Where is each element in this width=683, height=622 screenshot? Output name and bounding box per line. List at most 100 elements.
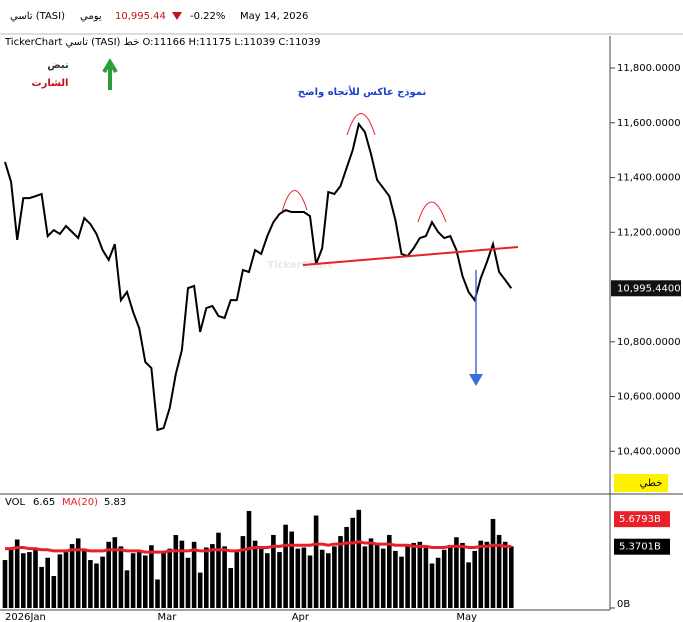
volume-bar bbox=[509, 546, 514, 608]
y-tick-label: 10,400.0000 bbox=[617, 446, 681, 457]
volume-bar bbox=[435, 557, 441, 608]
chart-info: TickerChart تاسي (TASI) خط O:11166 H:111… bbox=[4, 37, 321, 48]
volume-bar bbox=[2, 560, 8, 608]
volume-bar bbox=[100, 556, 105, 608]
vol-value: 6.65 bbox=[33, 497, 55, 508]
down-arrow bbox=[172, 12, 182, 20]
volume-bar bbox=[307, 555, 313, 608]
volume-bar bbox=[496, 534, 502, 608]
volume-bar bbox=[319, 549, 325, 608]
volume-bar bbox=[405, 545, 410, 608]
volume-bar bbox=[204, 547, 209, 608]
button[interactable] bbox=[614, 474, 668, 492]
price-line bbox=[4, 121, 513, 432]
head-arc bbox=[417, 201, 447, 223]
volume-bar bbox=[75, 538, 81, 608]
volume-bar bbox=[460, 542, 465, 608]
last-price-box bbox=[611, 280, 681, 297]
volume-bar bbox=[258, 547, 264, 608]
last-value-label: 5.6793B bbox=[619, 514, 661, 525]
volume-bar bbox=[277, 552, 282, 608]
volume-bar bbox=[490, 518, 496, 608]
volume-bar bbox=[484, 541, 490, 608]
volume-bar bbox=[417, 541, 423, 608]
logo-top: نبض bbox=[47, 60, 68, 71]
last-price-label: 10,995.4400 bbox=[617, 283, 681, 294]
volume-bar bbox=[88, 560, 93, 608]
volume-bar bbox=[185, 557, 191, 608]
volume-bar bbox=[313, 515, 319, 608]
volume-bar bbox=[82, 550, 87, 608]
volume-bar bbox=[411, 542, 416, 608]
volume-bar bbox=[51, 576, 57, 608]
volume-bar bbox=[222, 546, 227, 608]
volume-bar bbox=[136, 549, 142, 608]
volume-bar bbox=[326, 553, 331, 608]
volume-bar bbox=[350, 517, 355, 608]
volume-bar bbox=[332, 546, 337, 608]
volume-bar bbox=[387, 534, 392, 608]
y-tick-label: 10,800.0000 bbox=[617, 337, 681, 348]
head-arc bbox=[281, 190, 308, 213]
volume-bar bbox=[124, 570, 130, 608]
y-tick-label: 11,400.0000 bbox=[617, 173, 681, 184]
volume-bar bbox=[118, 546, 124, 608]
volume-bar bbox=[39, 566, 44, 608]
volume-bar bbox=[106, 541, 111, 608]
volume-bar bbox=[362, 546, 368, 608]
button-label[interactable]: خطي bbox=[640, 478, 663, 489]
volume-bar bbox=[478, 540, 484, 608]
volume-bar bbox=[252, 540, 258, 608]
volume-bar bbox=[216, 532, 221, 608]
volume-bar bbox=[441, 549, 447, 608]
volume-bar bbox=[356, 509, 362, 608]
volume-bar bbox=[167, 548, 172, 608]
volume-bar bbox=[301, 547, 307, 608]
volume-bar bbox=[173, 534, 179, 608]
volume-bar bbox=[234, 550, 240, 608]
change: -0.22% bbox=[190, 11, 225, 22]
y-tick-label: 11,600.0000 bbox=[617, 118, 681, 129]
volume-bar bbox=[374, 542, 380, 608]
last-value-label: 5.3701B bbox=[619, 542, 661, 553]
volume-bar bbox=[8, 549, 14, 608]
annotation: نموذج عاكس للأتجاه واضح bbox=[298, 85, 427, 98]
volume-bar bbox=[380, 548, 386, 608]
volume-bar bbox=[454, 537, 459, 608]
last-value-box bbox=[614, 511, 670, 528]
date: May 14, 2026 bbox=[240, 11, 308, 22]
volume-bar bbox=[338, 536, 343, 608]
ma-title: MA(20) bbox=[62, 497, 98, 508]
volume-bar bbox=[271, 534, 276, 608]
volume-bar bbox=[246, 510, 252, 608]
last-value-box bbox=[614, 538, 670, 555]
volume-bar bbox=[393, 550, 398, 608]
volume-bar bbox=[21, 553, 26, 608]
volume-bar bbox=[191, 541, 197, 608]
volume-bar bbox=[14, 539, 20, 608]
volume-bar bbox=[228, 568, 233, 608]
price: 10,995.44 bbox=[115, 11, 166, 22]
volume-bar bbox=[265, 553, 270, 608]
x-tick-label: 2026Jan bbox=[5, 612, 46, 622]
x-tick-label: Apr bbox=[292, 612, 310, 622]
y-tick-label: 0B bbox=[617, 599, 630, 610]
volume-bar bbox=[448, 545, 453, 608]
volume-bar bbox=[155, 579, 160, 608]
volume-bar bbox=[130, 553, 136, 608]
y-tick-label: 11,800.0000 bbox=[617, 63, 681, 74]
volume-bar bbox=[289, 531, 294, 608]
volume-bar bbox=[143, 555, 148, 608]
ma-value: 5.83 bbox=[104, 497, 126, 508]
logo-arrow bbox=[102, 58, 118, 90]
x-tick-label: May bbox=[456, 612, 477, 622]
volume-bar bbox=[472, 550, 477, 608]
volume-bar bbox=[240, 536, 246, 608]
y-tick-label: 10,600.0000 bbox=[617, 392, 681, 403]
volume-bar bbox=[344, 526, 349, 608]
volume-bar bbox=[27, 552, 32, 608]
volume-bar bbox=[94, 563, 99, 608]
volume-bar bbox=[33, 548, 38, 608]
